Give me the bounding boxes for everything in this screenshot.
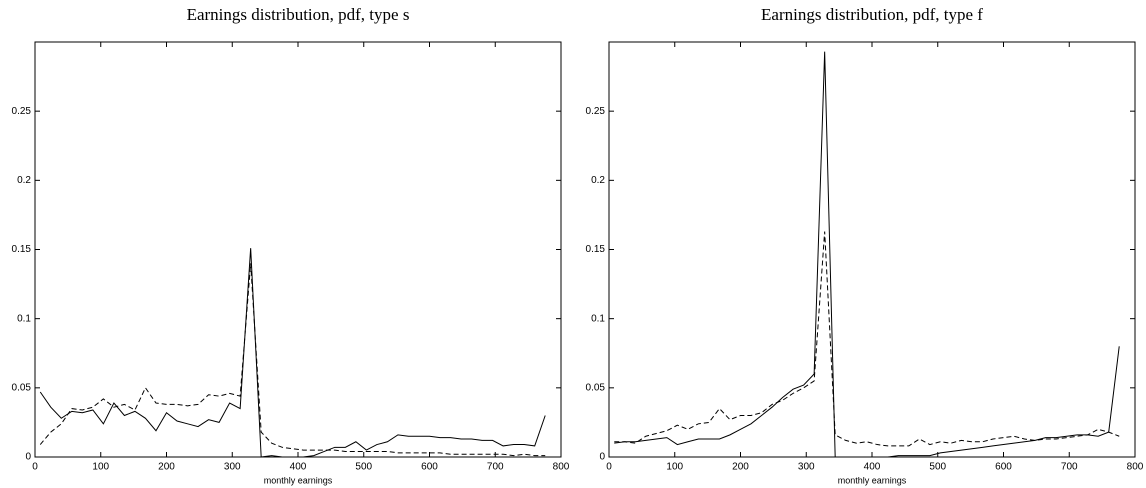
line-series	[614, 51, 1120, 458]
x-tick-label: 800	[553, 462, 570, 473]
x-tick-label: 800	[1127, 462, 1144, 473]
x-tick-label: 500	[355, 462, 372, 473]
x-axis-label: monthly earnings	[838, 475, 907, 485]
x-tick-label: 600	[421, 462, 438, 473]
line-series	[39, 263, 546, 457]
x-tick-label: 200	[158, 462, 175, 473]
chart-title: Earnings distribution, pdf, type s	[187, 5, 410, 24]
y-tick-label: 0.05	[586, 382, 606, 393]
x-tick-label: 600	[995, 462, 1012, 473]
y-tick-label: 0.1	[591, 313, 605, 324]
x-tick-label: 0	[32, 462, 38, 473]
x-tick-label: 100	[92, 462, 109, 473]
y-tick-label: 0	[25, 452, 31, 463]
y-tick-label: 0.2	[591, 175, 605, 186]
x-tick-label: 300	[798, 462, 815, 473]
y-tick-label: 0.2	[17, 175, 31, 186]
x-tick-label: 400	[864, 462, 881, 473]
x-axis-label: monthly earnings	[264, 475, 333, 485]
x-tick-label: 100	[666, 462, 683, 473]
x-tick-label: 400	[290, 462, 307, 473]
x-tick-label: 700	[487, 462, 504, 473]
x-tick-label: 0	[606, 462, 612, 473]
line-series	[39, 248, 546, 458]
y-tick-label: 0.15	[12, 244, 32, 255]
plot-frame	[608, 41, 1136, 458]
y-tick-label: 0	[599, 452, 605, 463]
y-tick-label: 0.25	[12, 106, 32, 117]
x-tick-label: 700	[1061, 462, 1078, 473]
y-tick-label: 0.1	[17, 313, 31, 324]
y-tick-label: 0.25	[586, 106, 606, 117]
x-tick-label: 300	[224, 462, 241, 473]
x-tick-label: 200	[732, 462, 749, 473]
plot-frame	[34, 41, 562, 458]
line-series	[614, 231, 1120, 447]
chart-title: Earnings distribution, pdf, type f	[761, 5, 983, 24]
y-tick-label: 0.15	[586, 244, 606, 255]
x-tick-label: 500	[929, 462, 946, 473]
y-tick-label: 0.05	[12, 382, 32, 393]
